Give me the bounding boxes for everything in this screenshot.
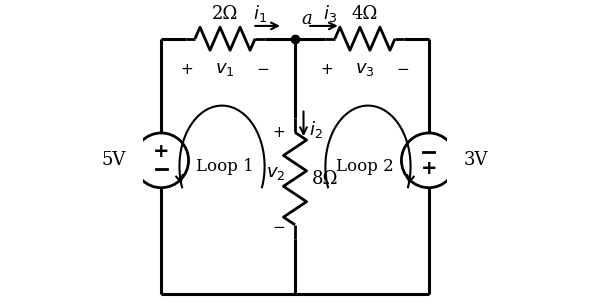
- Text: −: −: [272, 220, 284, 235]
- Text: 5V: 5V: [102, 151, 126, 169]
- Text: $i_2$: $i_2$: [309, 119, 323, 140]
- Text: 4Ω: 4Ω: [352, 6, 378, 23]
- Text: Loop 2: Loop 2: [336, 158, 394, 175]
- Text: $v_1$: $v_1$: [215, 60, 235, 78]
- Text: Loop 1: Loop 1: [196, 158, 254, 175]
- Text: 2Ω: 2Ω: [212, 6, 238, 23]
- Text: +: +: [181, 62, 194, 77]
- Text: 3V: 3V: [464, 151, 489, 169]
- Text: +: +: [153, 142, 169, 161]
- Text: +: +: [421, 159, 437, 178]
- Text: $i_1$: $i_1$: [253, 3, 267, 24]
- Text: −: −: [396, 62, 409, 77]
- Text: +: +: [320, 62, 333, 77]
- Text: −: −: [257, 62, 270, 77]
- Text: 8Ω: 8Ω: [312, 169, 338, 188]
- Text: +: +: [272, 126, 284, 141]
- Text: $v_2$: $v_2$: [266, 164, 285, 181]
- Text: $v_3$: $v_3$: [355, 60, 375, 78]
- Text: a: a: [301, 10, 313, 28]
- Text: $i_3$: $i_3$: [323, 3, 337, 24]
